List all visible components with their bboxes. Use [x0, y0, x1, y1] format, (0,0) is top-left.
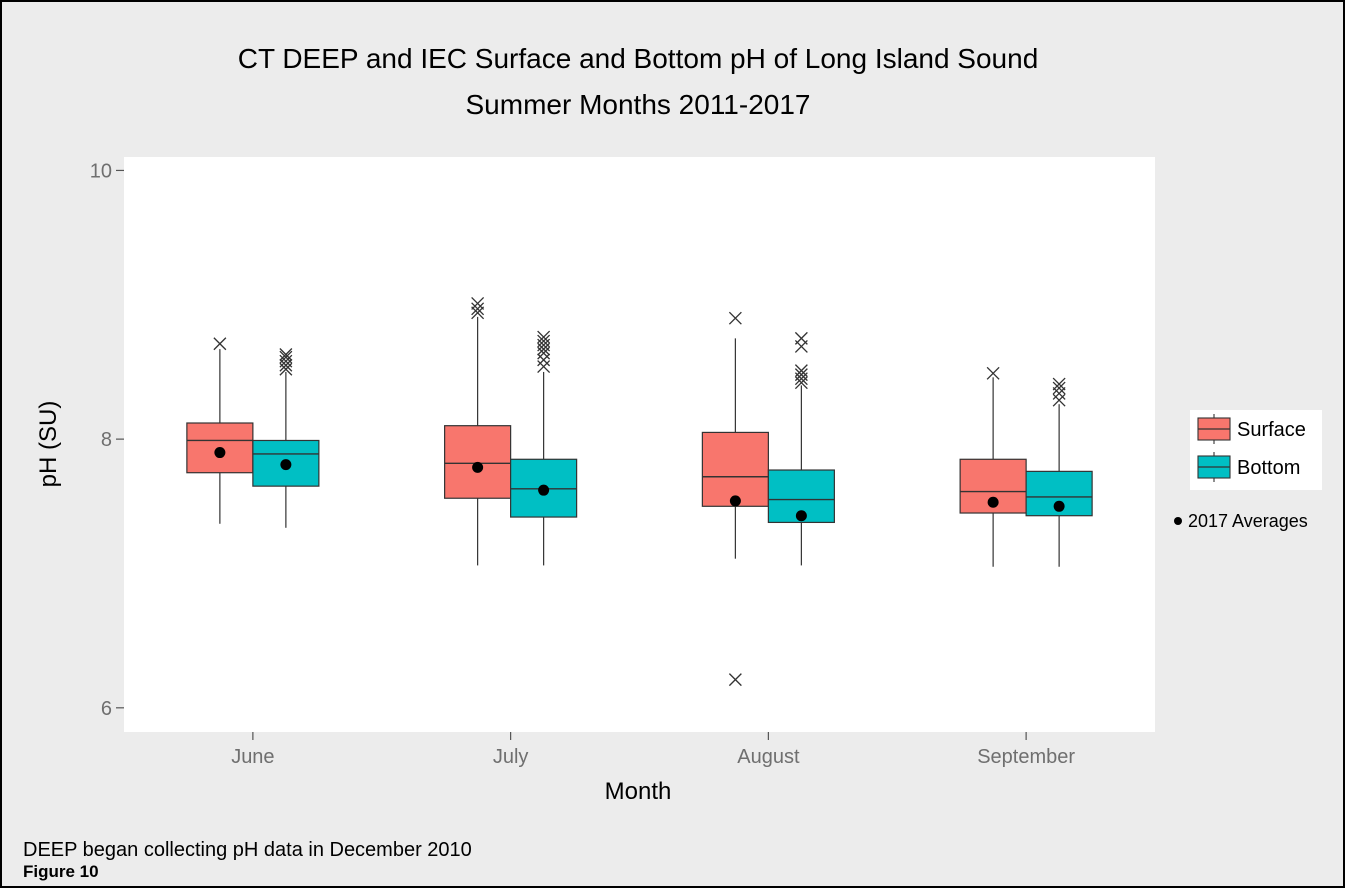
data-note: DEEP began collecting pH data in Decembe… — [23, 839, 472, 861]
mean-2017-point — [214, 447, 226, 459]
outlier-marker — [537, 334, 551, 348]
outlier-marker — [794, 368, 808, 382]
y-tick-label: 6 — [101, 698, 112, 720]
outlier-marker — [471, 302, 485, 316]
outlier-marker — [728, 311, 742, 325]
plot-content — [186, 296, 1093, 687]
bottom-box-july — [510, 330, 578, 566]
surface-box-september — [959, 366, 1027, 567]
x-axis-title: Month — [605, 778, 672, 805]
x-tick-label: August — [737, 746, 800, 768]
mean-2017-point — [538, 484, 550, 496]
x-tick-label: September — [977, 746, 1075, 768]
bottom-box-june — [252, 348, 320, 528]
x-axis: June July August September — [231, 732, 1075, 768]
outlier-marker — [279, 348, 293, 361]
bottom-box-august — [767, 331, 835, 566]
outlier-marker — [1052, 377, 1066, 391]
outlier-marker — [1052, 393, 1066, 407]
surface-box-june — [186, 337, 254, 524]
bottom-box-september — [1025, 377, 1093, 567]
mean-2017-point — [280, 459, 292, 471]
y-tick-label: 8 — [101, 429, 112, 451]
chart-title: CT DEEP and IEC Surface and Bottom pH of… — [238, 43, 1039, 74]
outlier-marker — [986, 366, 1000, 380]
outlier-marker — [537, 330, 551, 344]
legend-key-bottom — [1197, 452, 1231, 482]
legend-key-surface — [1197, 414, 1231, 444]
outlier-marker — [794, 364, 808, 378]
outlier-marker — [471, 296, 485, 310]
chart-subtitle: Summer Months 2011-2017 — [466, 89, 811, 120]
mean-2017-point — [987, 496, 999, 508]
figure-label: Figure 10 — [23, 862, 99, 881]
outlier-marker — [537, 353, 551, 367]
mean-2017-point — [472, 461, 484, 473]
box-body — [701, 431, 769, 507]
outlier-marker — [1052, 381, 1066, 395]
legend: Surface Bottom 2017 Averages — [1174, 410, 1322, 531]
outlier-marker — [279, 350, 293, 364]
mean-2017-point — [795, 510, 807, 522]
outlier-marker — [1052, 386, 1066, 400]
y-axis: 6 8 10 — [90, 160, 124, 720]
outlier-marker — [537, 360, 551, 374]
y-axis-title: pH (SU) — [35, 401, 62, 488]
outlier-marker — [471, 306, 485, 320]
legend-mean-label: 2017 Averages — [1188, 511, 1308, 531]
legend-label-bottom: Bottom — [1237, 457, 1300, 479]
surface-box-august — [701, 311, 769, 687]
surface-box-july — [444, 296, 512, 566]
outlier-marker — [279, 354, 293, 368]
outlier-marker — [213, 337, 227, 351]
x-tick-label: July — [493, 746, 529, 768]
y-tick-label: 10 — [90, 160, 112, 182]
legend-label-surface: Surface — [1237, 419, 1306, 441]
outlier-marker — [794, 331, 808, 345]
mean-2017-point — [729, 495, 741, 507]
x-tick-label: June — [231, 746, 274, 768]
outlier-marker — [728, 673, 742, 687]
mean-2017-point — [1053, 500, 1065, 512]
legend-mean-marker — [1174, 517, 1182, 525]
